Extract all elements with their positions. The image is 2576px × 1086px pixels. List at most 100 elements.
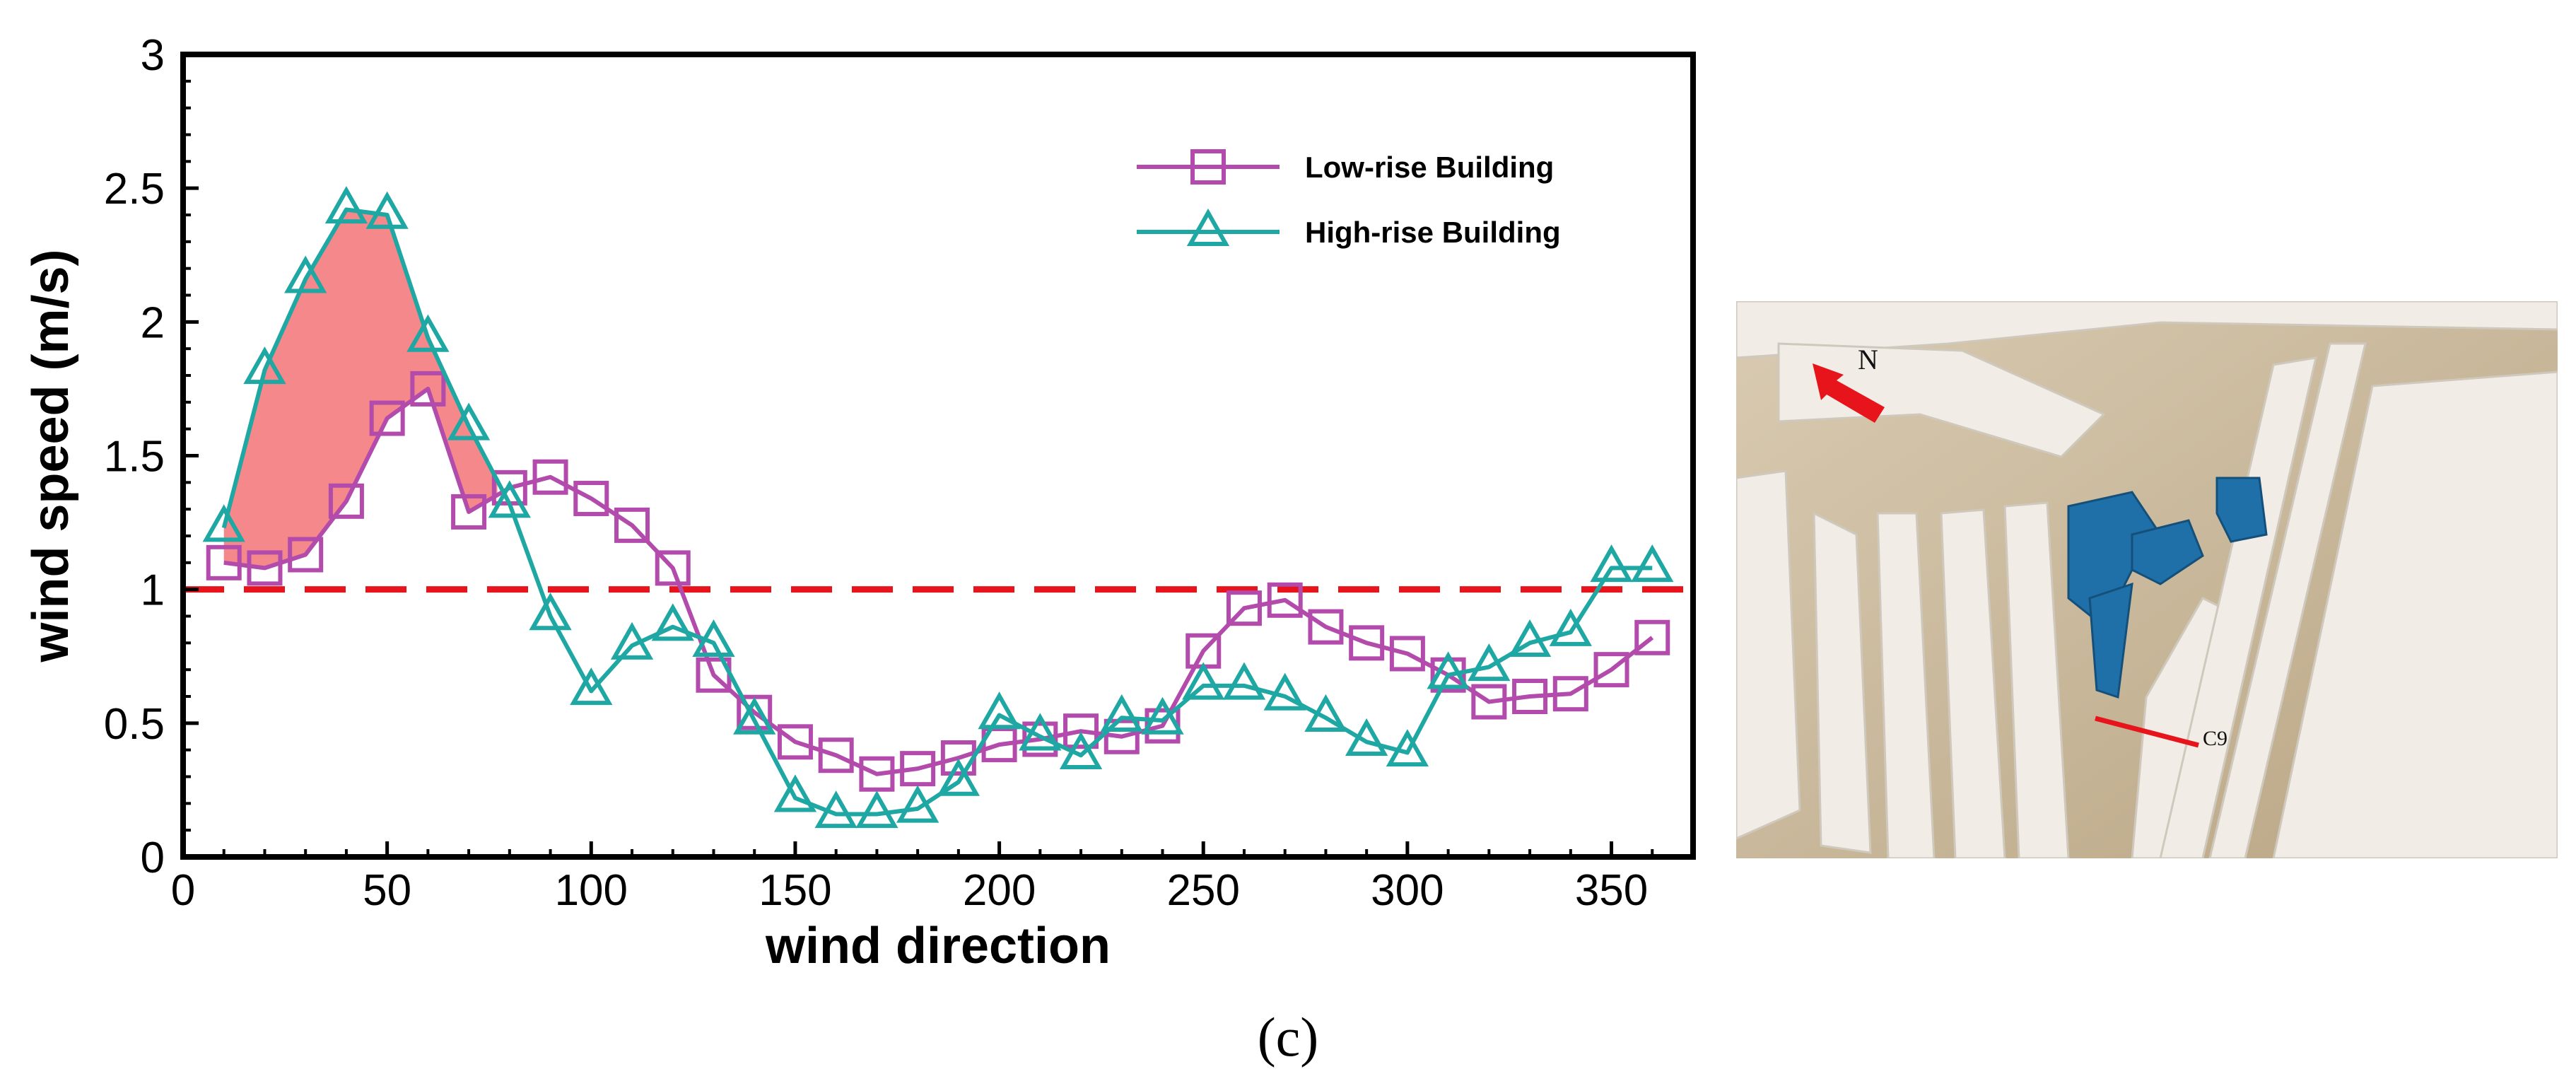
data-point-triangle (1059, 731, 1103, 769)
data-point-square (1063, 713, 1099, 749)
data-point-triangle (202, 504, 245, 542)
model-block (2272, 370, 2558, 858)
y-tick-label: 0.5 (104, 700, 165, 749)
left-edge-blocks (1736, 469, 1801, 840)
figure-caption: (c) (1257, 1006, 1319, 1068)
data-point-triangle (1263, 672, 1306, 711)
data-point-square (1552, 676, 1588, 712)
data-point-triangle (733, 696, 776, 735)
data-point-square (451, 494, 487, 530)
data-point-triangle (814, 790, 857, 829)
north-label: N (1858, 344, 1878, 375)
target-building-cluster (2067, 477, 2268, 699)
data-point-triangle (1182, 662, 1225, 700)
data-point-triangle (1141, 696, 1184, 735)
data-point-triangle (1631, 544, 1674, 583)
data-point-square (532, 459, 568, 495)
series-high-rise (202, 186, 1674, 829)
legend-marker-square (1190, 149, 1226, 185)
series-low-rise (206, 370, 1670, 792)
data-point-triangle (406, 314, 450, 352)
x-tick-label: 150 (759, 866, 831, 915)
data-point-triangle (1386, 729, 1429, 767)
section-line-c9 (2095, 716, 2199, 748)
y-tick-label: 2.5 (104, 165, 165, 214)
data-point-triangle (1549, 608, 1592, 646)
data-point-square (1634, 619, 1670, 655)
y-tick-label: 3 (141, 31, 165, 80)
x-tick-label: 200 (963, 866, 1036, 915)
data-point-triangle (365, 191, 409, 229)
data-point-triangle (447, 402, 491, 440)
target-building (2088, 582, 2133, 699)
data-point-triangle (570, 667, 613, 706)
y-tick-label: 2 (141, 298, 165, 347)
data-point-triangle (1304, 694, 1347, 732)
data-point-square (206, 544, 242, 580)
y-tick-label: 0 (141, 834, 165, 882)
data-point-square (288, 537, 324, 573)
model-block (1876, 512, 1936, 858)
data-point-triangle (1100, 694, 1143, 732)
data-point-triangle (1508, 619, 1552, 658)
data-point-square (818, 737, 854, 773)
x-tick-label: 50 (363, 866, 411, 915)
data-point-square (1267, 582, 1303, 618)
data-point-triangle (284, 255, 327, 293)
data-point-triangle (1468, 643, 1511, 682)
city-model-photo: N C9 (1736, 301, 2558, 858)
data-point-square (1349, 625, 1385, 661)
data-point-triangle (243, 346, 286, 385)
legend-label: High-rise Building (1305, 216, 1561, 249)
data-point-square (900, 751, 936, 787)
top-left-blocks (1777, 342, 2106, 458)
data-point-square (1593, 652, 1629, 688)
model-block (1813, 511, 1872, 854)
data-point-square (1471, 684, 1507, 720)
model-block (1940, 508, 2006, 858)
data-point-square (1389, 636, 1425, 672)
x-tick-label: 0 (171, 866, 195, 915)
shaded-region (223, 209, 498, 568)
data-point-triangle (324, 186, 368, 224)
model-block (2003, 501, 2070, 858)
data-point-square (1512, 679, 1548, 714)
data-point-square (1308, 609, 1344, 645)
legend: Low-rise Building High-rise Building (1137, 149, 1561, 249)
top-blocks (1736, 301, 2558, 359)
x-tick-label: 250 (1167, 866, 1240, 915)
model-block (2159, 356, 2317, 858)
x-axis-label: wind direction (765, 918, 1111, 974)
data-point-triangle (488, 480, 531, 518)
data-point-square (655, 550, 691, 586)
data-point-triangle (896, 785, 939, 823)
model-block (2208, 342, 2367, 858)
data-point-square (247, 550, 283, 586)
data-point-square (328, 483, 364, 519)
data-point-triangle (978, 691, 1021, 730)
x-tick-label: 300 (1371, 866, 1444, 915)
data-point-triangle (692, 619, 735, 658)
data-point-triangle (651, 603, 694, 641)
city-model-photo-drawing: N C9 (1736, 301, 2558, 858)
data-point-triangle (937, 758, 980, 796)
target-building (2215, 477, 2268, 543)
data-point-square (1103, 718, 1140, 754)
legend-marker-triangle (1186, 208, 1230, 246)
section-label: C9 (2203, 727, 2227, 750)
data-point-square (1226, 590, 1262, 626)
data-point-triangle (1345, 718, 1388, 757)
legend-label: Low-rise Building (1305, 151, 1554, 184)
data-point-square (1022, 721, 1058, 757)
data-point-triangle (773, 774, 817, 812)
data-point-square (369, 400, 405, 436)
data-point-square (573, 481, 609, 517)
data-point-square (777, 724, 813, 760)
target-building (2131, 519, 2204, 585)
series-line (221, 207, 1653, 817)
data-point-triangle (610, 621, 654, 660)
series-line (223, 386, 1654, 776)
data-point-triangle (529, 592, 572, 631)
data-point-triangle (1590, 544, 1633, 583)
north-arrow-icon (1813, 363, 1885, 423)
